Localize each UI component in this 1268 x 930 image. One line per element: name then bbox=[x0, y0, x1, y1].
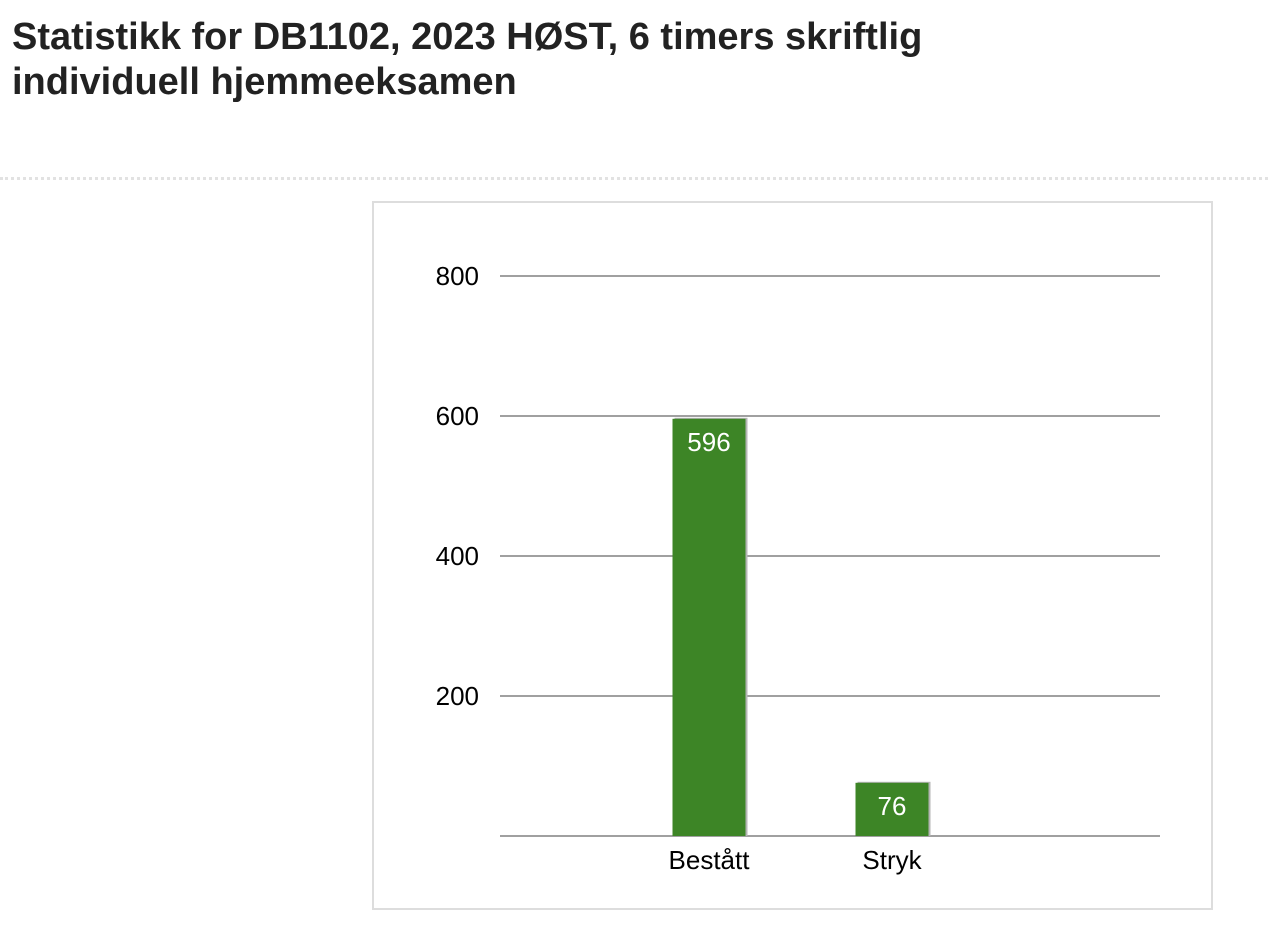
chart-container: 200 400 600 800 596 Bestått 76 Stryk bbox=[372, 201, 1213, 910]
page-title: Statistikk for DB1102, 2023 HØST, 6 time… bbox=[12, 16, 923, 103]
dotted-divider bbox=[0, 177, 1268, 180]
bar-stryk bbox=[855, 782, 929, 836]
bar-bestått bbox=[672, 418, 746, 836]
x-tick-label: Bestått bbox=[669, 845, 751, 875]
data-label: 596 bbox=[687, 427, 730, 457]
y-tick-label: 200 bbox=[436, 681, 479, 711]
data-label: 76 bbox=[878, 791, 907, 821]
bar-chart: 200 400 600 800 596 Bestått 76 Stryk bbox=[436, 261, 1160, 875]
y-tick-label: 600 bbox=[436, 401, 479, 431]
y-tick-label: 400 bbox=[436, 541, 479, 571]
y-tick-label: 800 bbox=[436, 261, 479, 291]
x-tick-label: Stryk bbox=[862, 845, 922, 875]
